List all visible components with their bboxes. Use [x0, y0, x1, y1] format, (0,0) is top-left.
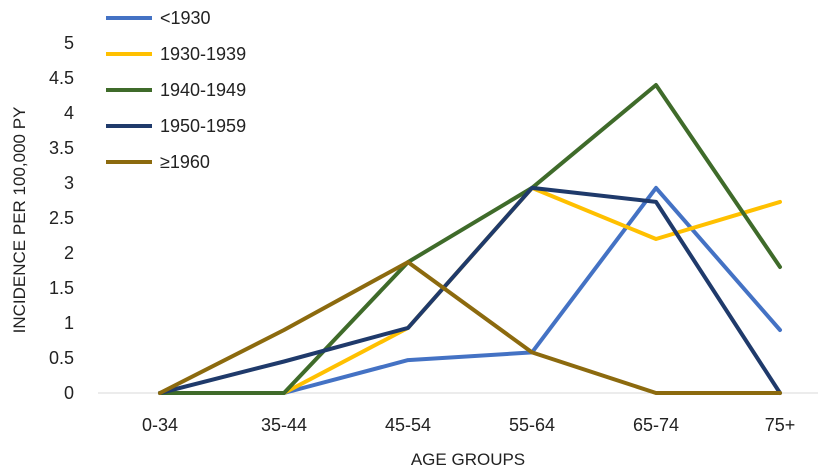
- y-axis-ticks: 0 0.5 1 1.5 2 2.5 3 3.5 4 4.5 5: [49, 33, 74, 403]
- legend-label: ≥1960: [160, 152, 210, 172]
- y-tick-label: 2.5: [49, 208, 74, 228]
- legend-label: <1930: [160, 8, 211, 28]
- y-tick-label: 1.5: [49, 278, 74, 298]
- series-line-2: [158, 83, 782, 395]
- y-axis-title: INCIDENCE PER 100,000 PY: [10, 107, 29, 334]
- series-line-1: [158, 185, 782, 395]
- x-tick-label: 65-74: [633, 415, 679, 435]
- legend: <1930 1930-1939 1940-1949 1950-1959 ≥1960: [106, 8, 246, 172]
- y-tick-label: 4: [64, 103, 74, 123]
- x-tick-label: 35-44: [261, 415, 307, 435]
- x-tick-label: 55-64: [509, 415, 555, 435]
- y-tick-label: 1: [64, 313, 74, 333]
- y-tick-label: 4.5: [49, 68, 74, 88]
- x-axis-title: AGE GROUPS: [411, 450, 525, 469]
- y-tick-label: 0: [64, 383, 74, 403]
- y-tick-label: 2: [64, 243, 74, 263]
- legend-item: <1930: [106, 8, 211, 28]
- x-tick-label: 0-34: [142, 415, 178, 435]
- legend-item: 1950-1959: [106, 116, 246, 136]
- x-axis-ticks: 0-34 35-44 45-54 55-64 65-74 75+: [142, 415, 795, 435]
- y-tick-label: 3.5: [49, 138, 74, 158]
- series-line-3: [158, 185, 782, 395]
- y-tick-label: 5: [64, 33, 74, 53]
- legend-item: 1940-1949: [106, 80, 246, 100]
- y-tick-label: 3: [64, 173, 74, 193]
- series-line-4: [158, 260, 782, 395]
- y-tick-label: 0.5: [49, 348, 74, 368]
- legend-item: 1930-1939: [106, 44, 246, 64]
- legend-label: 1950-1959: [160, 116, 246, 136]
- legend-label: 1930-1939: [160, 44, 246, 64]
- legend-label: 1940-1949: [160, 80, 246, 100]
- series-lines: [158, 83, 782, 395]
- x-tick-label: 75+: [765, 415, 796, 435]
- x-tick-label: 45-54: [385, 415, 431, 435]
- legend-item: ≥1960: [106, 152, 210, 172]
- series-line-0: [158, 185, 782, 395]
